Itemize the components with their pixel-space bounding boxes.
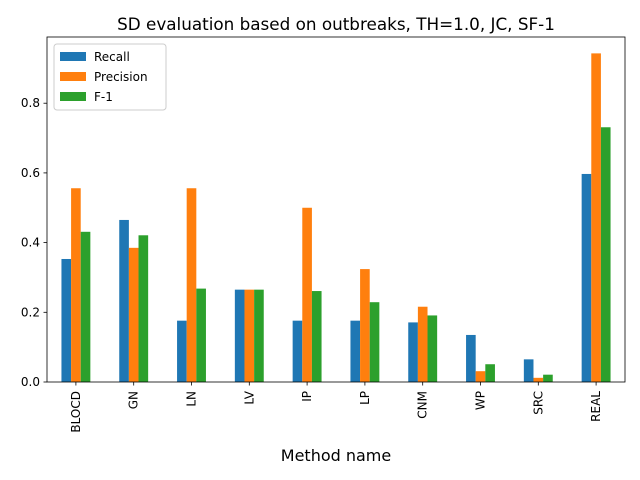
bar-recall-lp: [350, 320, 361, 382]
bar-recall-cnm: [408, 322, 418, 382]
bar-recall-src: [523, 359, 534, 382]
bar-f-1-ln: [196, 288, 206, 382]
bar-recall-blocd: [61, 258, 72, 382]
bar-recall-gn: [119, 219, 129, 382]
bar-f-1-cnm: [427, 315, 438, 382]
y-tick-label: 0.8: [21, 96, 40, 110]
bar-precision-lv: [244, 289, 255, 382]
bar-precision-lp: [360, 269, 370, 382]
y-tick-label: 0.6: [21, 166, 40, 180]
bar-f-1-blocd: [80, 231, 91, 382]
y-tick-label: 0.2: [21, 305, 40, 319]
bar-f-1-ip: [311, 291, 322, 382]
x-tick-label-ip: IP: [300, 391, 314, 402]
legend-label-f-1: F-1: [94, 90, 113, 104]
bar-f-1-gn: [138, 235, 149, 382]
bar-precision-real: [591, 53, 601, 383]
legend-label-recall: Recall: [94, 50, 130, 64]
legend-swatch-precision: [60, 72, 86, 81]
x-axis-label: Method name: [281, 446, 391, 465]
bar-recall-ln: [177, 320, 187, 382]
x-tick-label-lp: LP: [358, 391, 372, 405]
bar-precision-wp: [475, 371, 486, 382]
legend-swatch-f-1: [60, 92, 86, 101]
plot-frame: [46, 36, 626, 383]
chart-title: SD evaluation based on outbreaks, TH=1.0…: [117, 14, 555, 34]
bar-f-1-real: [600, 127, 611, 383]
x-tick-label-wp: WP: [474, 391, 488, 410]
bar-recall-ip: [292, 320, 303, 382]
bar-precision-ln: [186, 188, 197, 382]
bar-precision-gn: [128, 247, 139, 382]
x-tick-label-blocd: BLOCD: [69, 391, 83, 433]
legend-swatch-recall: [60, 52, 86, 61]
plot-bars: [61, 53, 611, 383]
y-axis: 0.0 0.2 0.4 0.6 0.8: [21, 96, 47, 389]
bar-f-1-lv: [254, 289, 264, 382]
x-tick-label-real: REAL: [589, 391, 603, 422]
bar-f-1-wp: [485, 364, 495, 382]
bar-recall-lv: [234, 289, 245, 382]
bar-recall-real: [581, 173, 592, 382]
x-tick-label-lv: LV: [242, 390, 256, 404]
y-tick-label: 0.4: [21, 236, 40, 250]
bar-precision-cnm: [417, 306, 428, 382]
x-tick-label-src: SRC: [531, 391, 545, 415]
bar-precision-ip: [302, 207, 312, 382]
x-tick-label-gn: GN: [127, 391, 141, 409]
bar-precision-src: [533, 377, 544, 382]
bar-f-1-src: [543, 374, 553, 382]
y-tick-label: 0.0: [21, 375, 40, 389]
legend: Recall Precision F-1: [53, 43, 167, 111]
legend-label-precision: Precision: [94, 70, 148, 84]
x-tick-label-ln: LN: [185, 391, 199, 407]
bar-f-1-lp: [369, 302, 380, 382]
bar-recall-wp: [466, 334, 476, 382]
x-tick-label-cnm: CNM: [416, 391, 430, 419]
x-axis: BLOCD GN LN LV IP LP CNM WP SRC REAL: [69, 382, 603, 433]
bar-precision-blocd: [71, 188, 81, 382]
